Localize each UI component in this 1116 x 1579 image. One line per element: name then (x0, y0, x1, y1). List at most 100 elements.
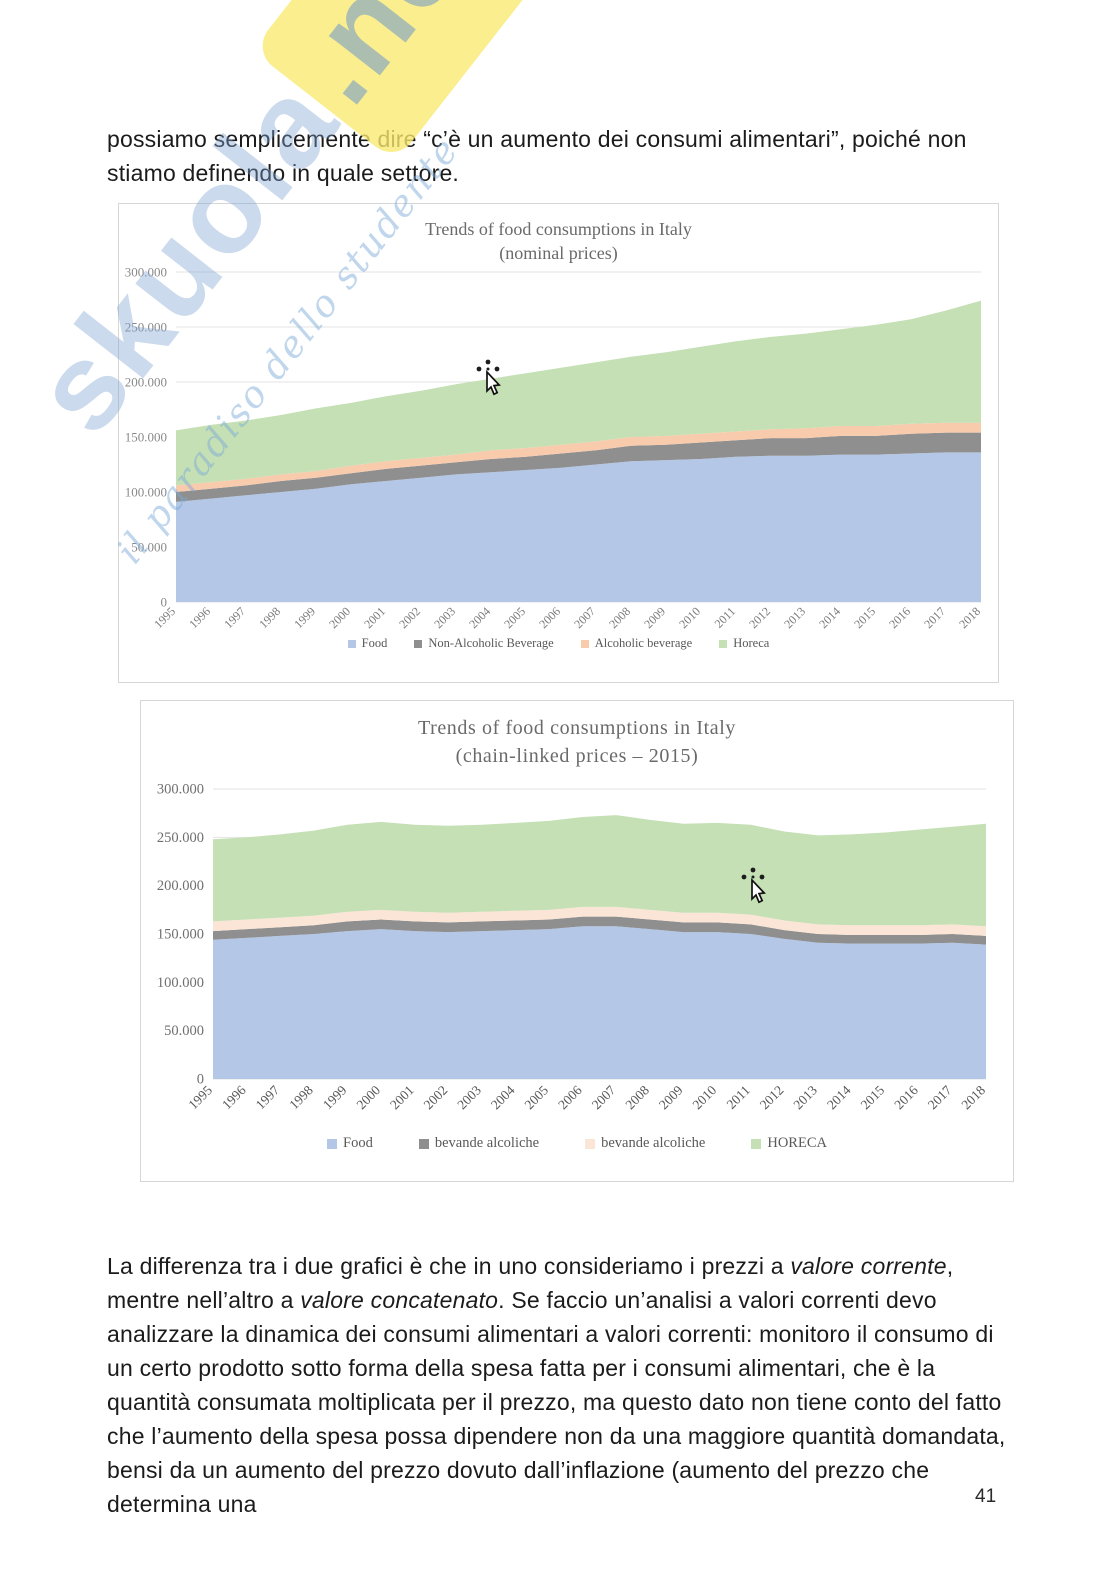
chart-nominal-prices: Trends of food consumptions in Italy (no… (118, 203, 999, 683)
x-tick-label: 2001 (387, 1083, 417, 1113)
x-tick-label: 2003 (454, 1082, 484, 1112)
x-tick-label: 1999 (291, 604, 318, 631)
legend-marker (751, 1138, 762, 1149)
alcoholic-beverage-area (176, 422, 981, 492)
x-tick-label: 2003 (431, 604, 458, 631)
y-tick-label: 0 (161, 595, 168, 610)
non-alcoholic-beverage-area (176, 432, 981, 502)
x-tick-label: 2015 (851, 604, 878, 631)
italic-term: valore concatenato (300, 1287, 499, 1313)
chart-1-plot: 0 50.000 100.000 150.000 200.000 250.000 300.0… (125, 265, 983, 632)
legend-item-food: Food (347, 636, 388, 651)
x-tick-label: 2012 (757, 1083, 787, 1113)
text-run: . Se faccio un’analisi a valori correnti… (107, 1287, 1006, 1517)
chart-2-title-line: Trends of food consumptions in Italy (417, 717, 737, 739)
x-tick-label: 1995 (185, 1082, 215, 1112)
x-tick-label: 2018 (956, 604, 983, 631)
text-run: , mentre nell’altro a (107, 1253, 954, 1313)
x-tick-label: 2008 (606, 604, 633, 631)
x-tick-label: 2015 (858, 1082, 888, 1112)
legend-label: HORECA (767, 1135, 827, 1151)
legend-marker (585, 1138, 596, 1149)
x-tick-label: 2017 (925, 1082, 955, 1112)
food-area (213, 926, 986, 1079)
x-tick-label: 1998 (256, 604, 283, 631)
legend-item-horeca: HORECA (751, 1135, 827, 1152)
legend-label: Non-Alcoholic Beverage (428, 636, 554, 650)
selection-cursor-icon (741, 867, 766, 904)
horeca-area (213, 815, 986, 927)
x-tick-label: 2007 (571, 604, 598, 631)
selection-cursor-icon (476, 359, 501, 396)
legend-label: Food (361, 636, 388, 650)
x-tick-label: 2010 (690, 1082, 720, 1112)
x-tick-label: 1997 (221, 604, 248, 631)
y-tick-label: 300.000 (125, 265, 167, 280)
page-number: 41 (975, 1486, 997, 1507)
x-tick-label: 2016 (891, 1082, 921, 1112)
x-tick-label: 1998 (286, 1082, 316, 1112)
x-tick-label: 2014 (824, 1082, 854, 1112)
chart-1-subtitle: (nominal prices) (499, 243, 618, 263)
chart-1-legend: Food Non-Alcoholic Beverage Alcoholic beve… (119, 636, 998, 651)
y-tick-label: 100.000 (157, 975, 204, 991)
legend-label: bevande alcoliche (434, 1135, 540, 1151)
legend-item-horeca: Horeca (719, 636, 769, 651)
y-tick-label: 200.000 (125, 375, 167, 390)
chart-1-title-line: Trends of food consumptions in Italy (425, 219, 692, 239)
y-tick-label: 150.000 (157, 927, 204, 943)
legend-marker (414, 639, 423, 648)
food-area (176, 452, 981, 602)
legend-marker (418, 1138, 429, 1149)
legend-item-alcoholic-beverage: Alcoholic beverage (580, 636, 693, 651)
y-tick-label: 250.000 (157, 830, 204, 846)
chart-1-title: Trends of food consumptions in Italy (no… (119, 217, 998, 265)
x-tick-label: 2005 (501, 604, 528, 631)
bevande-alcoliche-area (213, 906, 986, 936)
chart-chain-linked-prices: Trends of food consumptions in Italy (ch… (140, 700, 1014, 1182)
y-tick-label: 300.000 (157, 782, 204, 798)
y-tick-label: 150.000 (125, 430, 167, 445)
x-tick-label: 2009 (656, 1082, 686, 1112)
x-tick-label: 1999 (320, 1082, 350, 1112)
horeca-area (176, 300, 981, 486)
chart-2-title: Trends of food consumptions in Italy (ch… (141, 714, 1013, 770)
x-tick-label: 2013 (781, 604, 808, 631)
legend-item-food: Food (327, 1135, 373, 1152)
legend-label: Food (343, 1135, 373, 1151)
x-tick-label: 2000 (326, 604, 353, 631)
x-tick-label: 1997 (253, 1082, 283, 1112)
y-tick-label: 100.000 (125, 485, 167, 500)
legend-marker (580, 639, 589, 648)
chart-2-plot: 0 50.000 100.000 150.000 200.000 250.000 300.0… (157, 782, 988, 1113)
y-tick-label: 50.000 (131, 540, 167, 555)
legend-marker (719, 639, 728, 648)
legend-item-bevande-alcoliche: bevande alcoliche (418, 1135, 540, 1152)
y-tick-label: 200.000 (157, 878, 204, 894)
x-tick-label: 1996 (219, 1082, 249, 1112)
x-tick-label: 2012 (746, 604, 773, 631)
x-tick-label: 2000 (353, 1082, 383, 1112)
x-tick-label: 2001 (361, 604, 388, 631)
x-tick-label: 2018 (958, 1082, 988, 1112)
x-tick-label: 2002 (421, 1083, 451, 1113)
x-tick-label: 2005 (522, 1082, 552, 1112)
x-tick-label: 2008 (622, 1082, 652, 1112)
legend-label: bevande alcoliche (601, 1135, 706, 1151)
italic-term: valore corrente (790, 1253, 947, 1279)
text-run: La differenza tra i due grafici è che in… (107, 1253, 791, 1279)
x-tick-label: 2007 (589, 1082, 619, 1112)
x-tick-label: 2004 (466, 604, 493, 631)
chart-2-legend: Food bevande alcoliche bevande alcoliche HO… (141, 1135, 1013, 1152)
x-tick-label: 2010 (676, 604, 703, 631)
x-tick-label: 2014 (816, 604, 843, 631)
legend-marker (327, 1138, 337, 1149)
y-tick-label: 250.000 (125, 320, 167, 335)
legend-label: Alcoholic beverage (594, 636, 693, 650)
x-tick-label: 2013 (790, 1082, 820, 1112)
paragraph-top: possiamo semplicemente dire “c’è un aume… (107, 126, 967, 186)
x-tick-label: 1996 (186, 604, 213, 631)
paragraph-bottom: La differenza tra i due grafici è che in… (107, 1249, 1013, 1521)
x-tick-label: 2011 (724, 1083, 753, 1112)
